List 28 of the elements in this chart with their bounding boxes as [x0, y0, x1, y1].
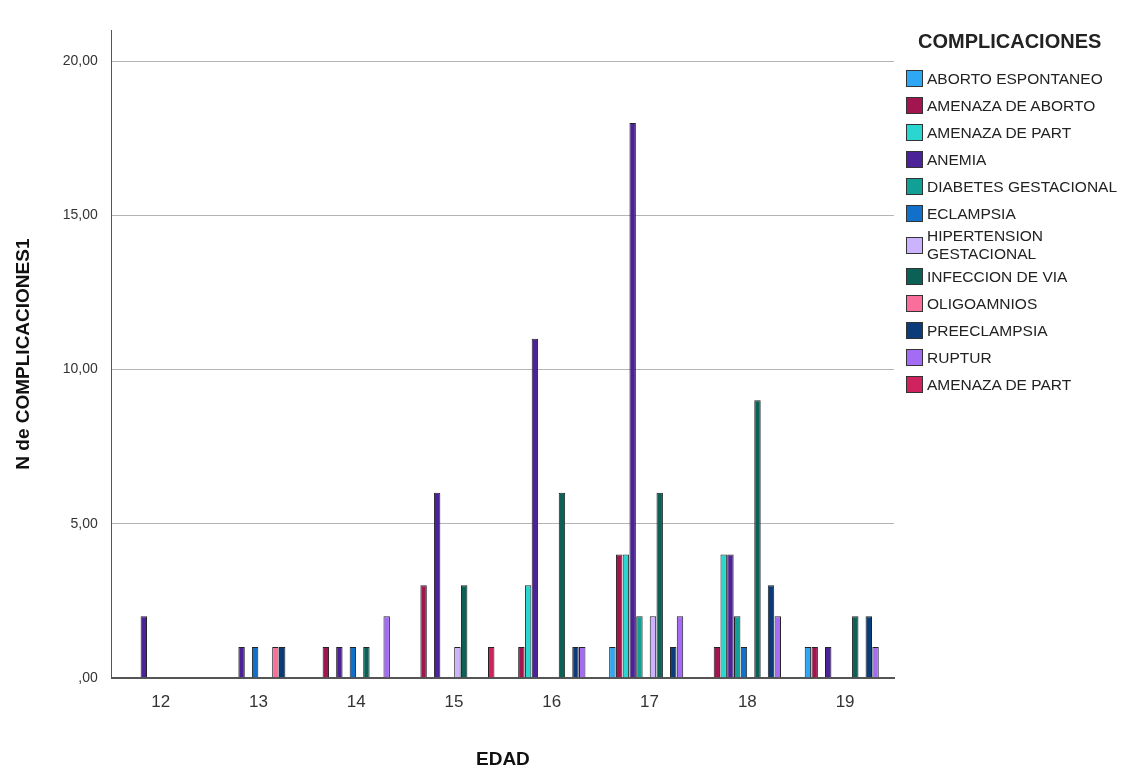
legend-label: AMENAZA DE PART [927, 375, 1072, 394]
y-tick-label: ,00 [78, 668, 99, 685]
legend-label: RUPTUR [927, 348, 992, 367]
y-tick-label: 5,00 [70, 514, 99, 531]
legend-label: INFECCION DE VIA [927, 267, 1068, 286]
x-tick-label: 16 [542, 691, 562, 711]
x-tick-label: 19 [835, 691, 855, 711]
x-tick-label: 15 [444, 691, 464, 711]
legend-label: AMENAZA DE ABORTO [927, 96, 1096, 115]
legend-label: ECLAMPSIA [927, 204, 1016, 223]
x-axis-title: EDAD [476, 747, 530, 769]
y-tick-label: 15,00 [62, 206, 99, 223]
y-tick-label: 10,00 [62, 360, 99, 377]
legend-label: OLIGOAMNIOS [927, 294, 1038, 313]
legend-title: COMPLICACIONES [918, 30, 1103, 53]
y-tick-label: 20,00 [62, 52, 99, 69]
x-tick-label: 18 [737, 691, 757, 711]
x-tick-label: 13 [249, 691, 268, 711]
x-tick-label: 17 [640, 691, 660, 711]
y-axis-title: N de COMPLICACIONES1 [11, 238, 33, 470]
legend-label: AMENAZA DE PART [927, 123, 1072, 142]
legend-label: PREECLAMPSIA [927, 321, 1048, 340]
legend-label: DIABETES GESTACIONAL [927, 177, 1118, 196]
x-tick-label: 12 [151, 691, 171, 711]
legend-label: HIPERTENSION GESTACIONAL [927, 227, 1044, 263]
legend-label: ANEMIA [927, 150, 987, 169]
legend-label: ABORTO ESPONTANEO [927, 69, 1103, 88]
x-tick-label: 14 [346, 691, 366, 711]
